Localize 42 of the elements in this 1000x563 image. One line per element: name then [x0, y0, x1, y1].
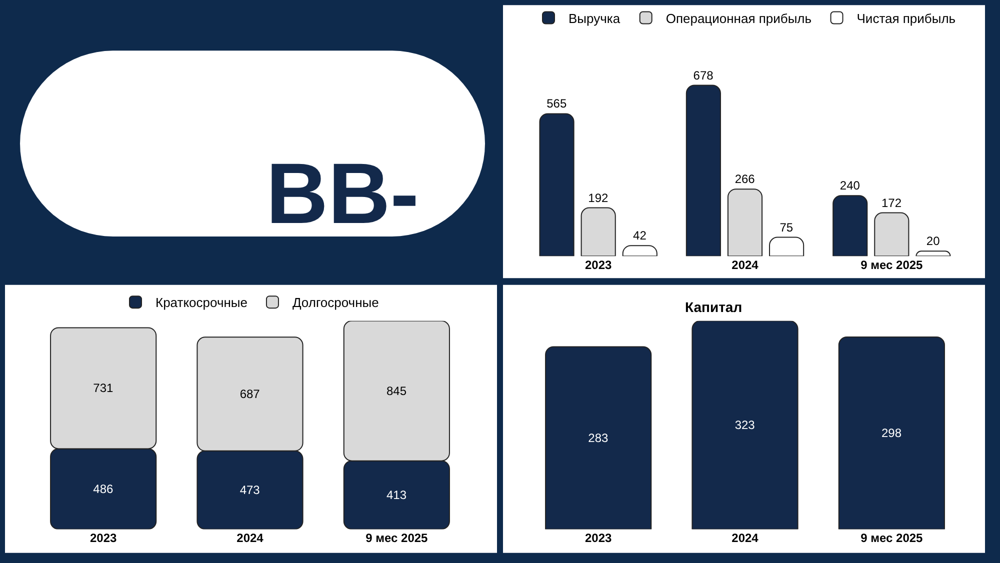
x-tick-label: 9 мес 2025 [366, 531, 428, 546]
x-tick-label: 2023 [584, 531, 612, 546]
bar [874, 212, 910, 256]
data-label: 845 [386, 384, 407, 398]
data-label: 266 [734, 172, 756, 186]
bar [769, 236, 804, 256]
bar [832, 195, 868, 256]
bar [580, 207, 616, 256]
data-label: 172 [881, 196, 902, 210]
x-tick-label: 2023 [90, 531, 117, 546]
data-label: 413 [386, 488, 407, 502]
data-label: 731 [93, 381, 114, 396]
legend-label: Долгосрочные [292, 295, 379, 310]
x-tick-label: 2024 [732, 258, 759, 272]
data-label: 283 [588, 430, 609, 445]
legend-label: Операционная прибыль [666, 10, 812, 26]
legend-label: Краткосрочные [156, 295, 248, 310]
data-label: 42 [633, 228, 647, 243]
x-tick-label: 9 мес 2025 [860, 531, 924, 546]
text: BB- [266, 146, 419, 242]
data-label: 20 [926, 234, 940, 248]
data-label: 486 [93, 482, 114, 496]
bar [686, 84, 721, 256]
data-label: 565 [546, 96, 567, 111]
data-label: 298 [881, 426, 902, 440]
x-tick-label: 2024 [236, 531, 264, 546]
legend-label: Чистая прибыль [856, 10, 956, 26]
bar [727, 188, 763, 256]
chart-title: Капитал [685, 299, 742, 315]
data-label: 192 [588, 190, 609, 205]
bar [916, 250, 951, 256]
bar [539, 113, 574, 256]
data-label: 687 [240, 387, 260, 402]
legend-label: Выручка [568, 10, 621, 26]
data-label: 323 [734, 418, 756, 432]
data-label: 240 [840, 178, 860, 193]
x-tick-label: 9 мес 2025 [860, 258, 924, 272]
data-label: 678 [693, 68, 714, 82]
data-label: 473 [240, 483, 260, 498]
data-label: 75 [780, 220, 794, 234]
x-tick-label: 2023 [584, 258, 612, 272]
x-tick-label: 2024 [732, 531, 759, 546]
